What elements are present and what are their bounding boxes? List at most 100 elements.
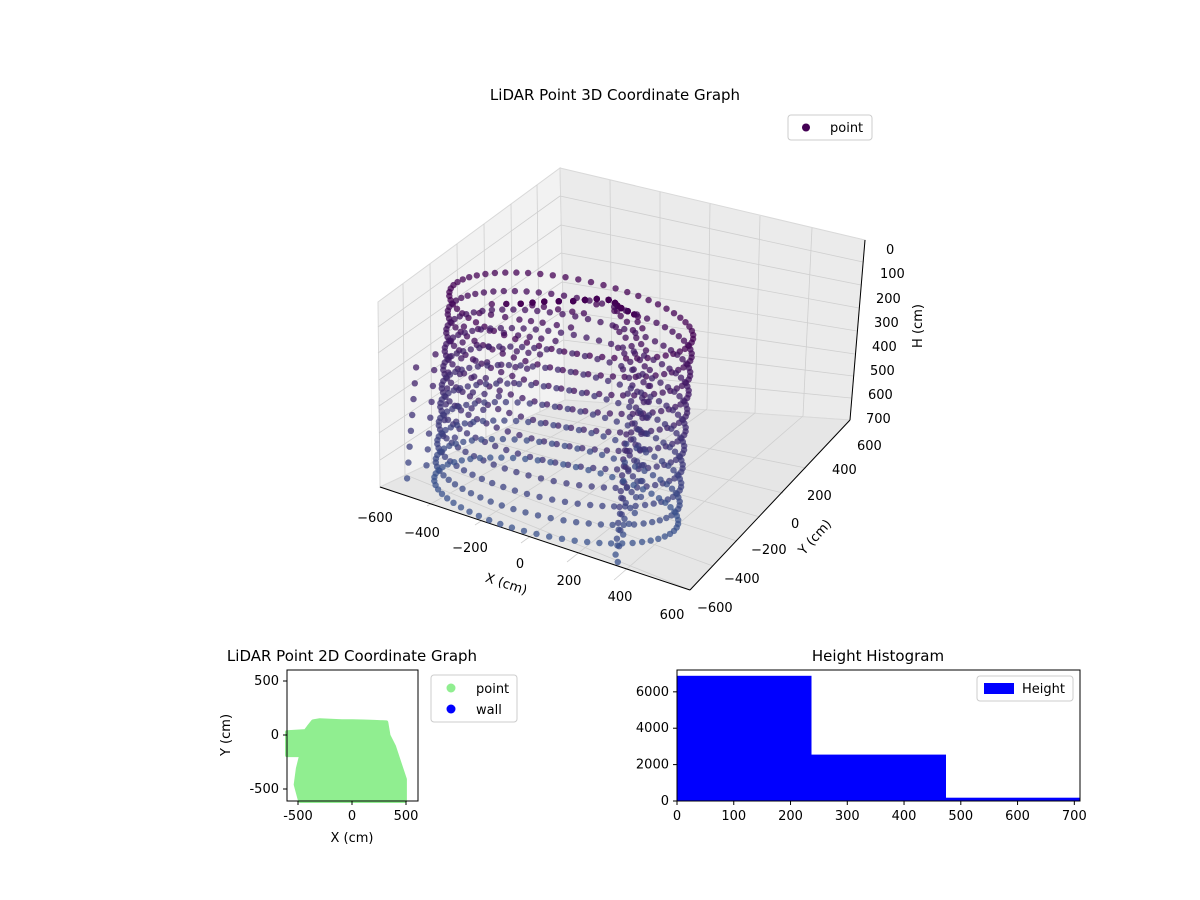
data-point bbox=[481, 390, 488, 398]
data-point bbox=[645, 412, 653, 419]
data-point bbox=[501, 417, 508, 424]
data-point bbox=[511, 379, 518, 387]
data-point bbox=[444, 495, 451, 502]
data-point bbox=[447, 424, 454, 431]
data-point bbox=[471, 400, 479, 407]
data-point bbox=[528, 381, 535, 389]
data-point bbox=[511, 287, 519, 295]
data-point bbox=[472, 319, 480, 326]
data-point bbox=[482, 374, 489, 382]
y-axis-label-2d: Y (cm) bbox=[219, 714, 234, 757]
data-point bbox=[405, 459, 412, 466]
x-tick-label: 100 bbox=[721, 809, 746, 824]
data-point bbox=[498, 502, 505, 509]
data-point bbox=[623, 431, 630, 438]
x-axis-label-2d: X (cm) bbox=[331, 831, 374, 846]
data-point bbox=[598, 300, 606, 307]
data-point bbox=[640, 379, 647, 386]
legend-2d: point wall bbox=[430, 674, 518, 723]
data-point bbox=[514, 450, 522, 457]
data-point bbox=[509, 454, 517, 462]
data-point bbox=[496, 387, 503, 394]
data-point bbox=[571, 537, 578, 544]
data-point bbox=[461, 420, 468, 427]
data-point bbox=[612, 285, 619, 292]
data-point bbox=[458, 294, 465, 302]
data-point bbox=[587, 501, 594, 509]
data-point bbox=[567, 368, 574, 376]
data-point bbox=[598, 451, 606, 459]
y-axis-label-3d: Y (cm) bbox=[795, 517, 835, 559]
data-point bbox=[621, 515, 628, 522]
data-point bbox=[407, 427, 415, 434]
data-point bbox=[537, 270, 544, 278]
data-point bbox=[504, 380, 511, 387]
data-point bbox=[630, 436, 637, 443]
data-point bbox=[553, 440, 560, 448]
data-point bbox=[638, 340, 645, 348]
data-point bbox=[657, 379, 664, 386]
y-tick-label: 2000 bbox=[636, 758, 669, 773]
data-point bbox=[670, 467, 677, 474]
legend-histogram: Height bbox=[976, 675, 1074, 702]
data-point bbox=[618, 472, 626, 479]
data-point bbox=[567, 324, 575, 331]
data-point bbox=[661, 533, 668, 540]
data-point bbox=[491, 269, 499, 277]
data-point bbox=[686, 323, 693, 330]
data-point bbox=[667, 504, 674, 511]
data-point bbox=[500, 483, 507, 491]
data-point bbox=[570, 331, 577, 339]
data-point bbox=[663, 305, 670, 312]
data-point bbox=[458, 355, 465, 362]
x-tick-label: 700 bbox=[1062, 809, 1087, 824]
data-point bbox=[452, 440, 459, 447]
data-point bbox=[478, 436, 485, 443]
data-point bbox=[623, 440, 630, 448]
data-point bbox=[650, 500, 657, 507]
data-point bbox=[616, 328, 623, 336]
data-point bbox=[542, 364, 549, 371]
data-point bbox=[569, 406, 576, 413]
data-point bbox=[471, 373, 478, 380]
data-point bbox=[615, 519, 622, 527]
data-point bbox=[536, 351, 544, 358]
data-point bbox=[549, 496, 556, 503]
data-point bbox=[641, 501, 649, 509]
data-point bbox=[468, 437, 476, 444]
data-point bbox=[601, 414, 609, 422]
x-tick-label: 0 bbox=[516, 557, 524, 572]
data-point bbox=[656, 426, 663, 433]
data-point bbox=[599, 502, 606, 510]
data-point bbox=[447, 379, 455, 386]
data-point bbox=[488, 300, 495, 308]
z-axis-line bbox=[849, 239, 866, 421]
data-point bbox=[482, 270, 489, 278]
y-tick-label: -500 bbox=[249, 782, 279, 797]
data-point bbox=[515, 380, 523, 388]
data-point bbox=[614, 344, 622, 351]
data-point bbox=[614, 558, 621, 566]
data-point bbox=[679, 356, 686, 363]
data-point bbox=[625, 520, 633, 527]
data-point bbox=[623, 318, 631, 325]
y-tick-label: 0 bbox=[661, 794, 669, 809]
data-point bbox=[609, 521, 616, 529]
data-point bbox=[519, 394, 526, 402]
data-point bbox=[608, 391, 615, 399]
data-point bbox=[469, 327, 476, 335]
x-tick-label: 600 bbox=[1005, 809, 1030, 824]
data-point bbox=[648, 490, 655, 497]
data-point bbox=[518, 343, 526, 351]
data-point bbox=[668, 425, 675, 432]
data-point bbox=[548, 290, 555, 297]
data-point bbox=[410, 395, 417, 403]
data-point bbox=[603, 447, 611, 454]
data-point bbox=[642, 449, 650, 456]
data-point bbox=[459, 276, 466, 283]
data-point bbox=[440, 472, 447, 479]
data-point bbox=[613, 418, 620, 425]
data-point bbox=[609, 322, 616, 329]
series-point-3d bbox=[403, 269, 697, 566]
data-point bbox=[564, 405, 571, 413]
